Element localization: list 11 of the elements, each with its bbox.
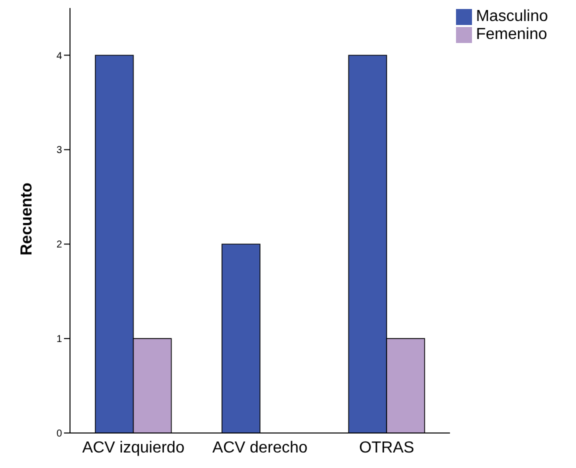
y-tick-label: 3 <box>56 145 62 156</box>
legend-label: Femenino <box>476 26 548 43</box>
y-tick-label: 4 <box>56 50 62 62</box>
y-tick-label: 0 <box>56 428 62 440</box>
y-tick-label: 2 <box>56 240 62 251</box>
legend-label: Masculino <box>476 8 548 25</box>
y-tick-label: 1 <box>56 334 62 346</box>
x-tick-label: ACV derecho <box>212 439 308 456</box>
y-axis-title: Recuento <box>18 182 36 256</box>
x-tick-label: OTRAS <box>359 439 414 456</box>
x-tick-label: ACV izquierdo <box>82 439 185 456</box>
